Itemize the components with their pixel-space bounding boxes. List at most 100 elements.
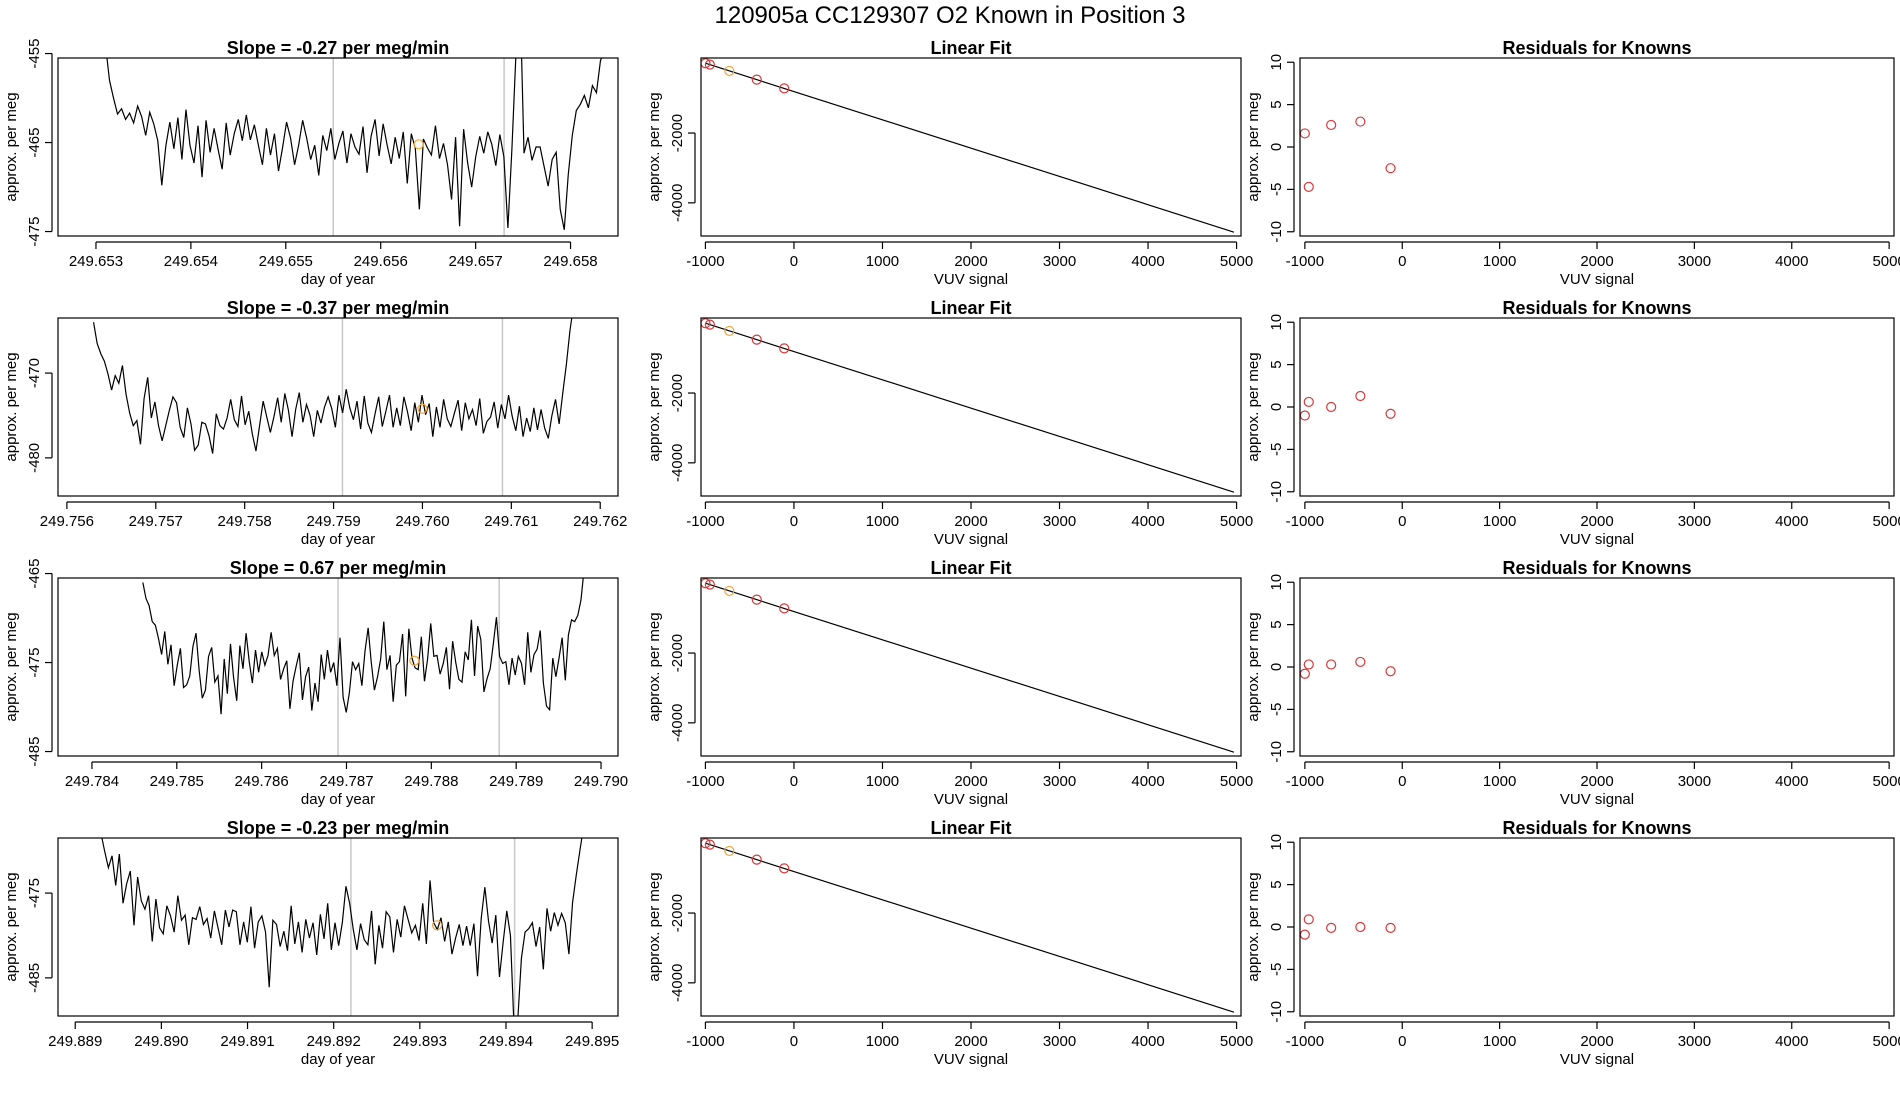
- x-tick-label: 249.890: [134, 1033, 188, 1050]
- y-axis-label: approx. per meg: [1245, 612, 1262, 721]
- x-tick-label: 5000: [1872, 253, 1900, 270]
- x-tick-label: 1000: [1483, 253, 1516, 270]
- x-tick-label: 2000: [1580, 773, 1613, 790]
- x-tick-label: 249.892: [307, 1033, 361, 1050]
- plot-data: [92, 318, 573, 454]
- panel-row2-fit: Linear Fit -1000 0 1000 2000 3000 4000 5000 VUV …: [646, 298, 1253, 548]
- x-tick-label: 3000: [1043, 253, 1076, 270]
- data-point: [1303, 914, 1314, 925]
- data-point: [724, 585, 735, 597]
- panel-row3-fit: Linear Fit -1000 0 1000 2000 3000 4000 5000 VUV …: [646, 558, 1253, 808]
- plot-data: [701, 318, 1235, 493]
- data-point: [701, 838, 711, 849]
- y-tick-label: 0: [1268, 663, 1285, 671]
- data-point: [779, 603, 790, 614]
- y-tick-label: 0: [1268, 403, 1285, 411]
- x-tick-label: 249.762: [573, 513, 627, 530]
- x-tick-label: 3000: [1043, 513, 1076, 530]
- x-tick-label: 249.655: [259, 253, 313, 270]
- plot-frame: [1299, 317, 1895, 497]
- x-tick-label: -1000: [1286, 253, 1324, 270]
- x-tick-label: 3000: [1678, 1033, 1711, 1050]
- y-tick-label: -480: [26, 443, 43, 473]
- x-tick-label: 0: [790, 773, 798, 790]
- y-tick-label: -485: [26, 737, 43, 767]
- y-tick-label: 5: [1268, 880, 1285, 888]
- plot-data: [1300, 914, 1396, 940]
- x-tick-label: 249.894: [479, 1033, 533, 1050]
- x-tick-label: 3000: [1678, 513, 1711, 530]
- panel-row1-fit: Linear Fit -1000 0 1000 2000 3000 4000 5000 VUV …: [646, 38, 1253, 288]
- plot-data: [1300, 656, 1396, 679]
- y-tick-label: 5: [1268, 620, 1285, 628]
- x-tick-label: 4000: [1775, 1033, 1808, 1050]
- y-tick-label: 10: [1268, 834, 1285, 851]
- panel-row4-slope: Slope = -0.23 per meg/min 249.889 249.890 2…: [3, 818, 619, 1068]
- x-axis-label: day of year: [301, 791, 375, 808]
- x-tick-label: 0: [790, 513, 798, 530]
- plot-frame: [57, 837, 619, 1017]
- x-tick-label: 249.789: [489, 773, 543, 790]
- x-tick-label: 0: [1398, 513, 1406, 530]
- y-tick-label: 5: [1268, 360, 1285, 368]
- data-point: [1300, 929, 1310, 940]
- x-tick-label: 249.785: [150, 773, 204, 790]
- data-point: [751, 74, 762, 85]
- x-tick-label: 0: [1398, 253, 1406, 270]
- plot-data: [142, 578, 584, 715]
- x-tick-label: 249.787: [319, 773, 373, 790]
- x-tick-label: 2000: [954, 513, 987, 530]
- x-tick-label: 249.761: [484, 513, 538, 530]
- x-tick-label: 4000: [1131, 513, 1164, 530]
- data-point: [701, 58, 711, 69]
- y-tick-label: -4000: [669, 184, 686, 222]
- x-tick-label: 4000: [1131, 253, 1164, 270]
- x-tick-label: 5000: [1872, 513, 1900, 530]
- panel-row3-residuals: Residuals for Knowns -1000 0 1000 2000 3000 40…: [1245, 558, 1900, 808]
- x-tick-label: 5000: [1872, 1033, 1900, 1050]
- plot-data: [701, 58, 1235, 233]
- x-tick-label: 249.784: [65, 773, 119, 790]
- y-tick-label: -4000: [669, 704, 686, 742]
- x-tick-label: 249.758: [218, 513, 272, 530]
- plot-frame: [1299, 837, 1895, 1017]
- plot-frame: [1299, 57, 1895, 237]
- highlight-point: [413, 139, 424, 150]
- plot-frame: [57, 317, 619, 497]
- x-tick-label: 5000: [1220, 1033, 1253, 1050]
- series-line: [101, 838, 583, 1016]
- x-tick-label: -1000: [686, 253, 724, 270]
- y-tick-label: -10: [1268, 741, 1285, 763]
- y-tick-label: 10: [1268, 314, 1285, 331]
- x-tick-label: 249.895: [565, 1033, 619, 1050]
- x-tick-label: 2000: [954, 773, 987, 790]
- x-tick-label: 1000: [866, 513, 899, 530]
- x-tick-label: -1000: [686, 513, 724, 530]
- x-axis-label: day of year: [301, 1051, 375, 1068]
- page-title: 120905a CC129307 O2 Known in Position 3: [714, 2, 1186, 29]
- panel-row4-fit: Linear Fit -1000 0 1000 2000 3000 4000 5000 VUV …: [646, 818, 1253, 1068]
- x-tick-label: 2000: [1580, 513, 1613, 530]
- plot-frame: [57, 57, 619, 237]
- x-tick-label: 1000: [866, 1033, 899, 1050]
- data-point: [1355, 116, 1366, 127]
- y-axis-label: approx. per meg: [1245, 352, 1262, 461]
- x-tick-label: 3000: [1678, 253, 1711, 270]
- data-point: [1326, 119, 1337, 131]
- plot-data: [1300, 116, 1396, 192]
- panel-title: Residuals for Knowns: [1502, 38, 1691, 58]
- plot-frame: [57, 577, 619, 757]
- fit-line: [705, 582, 1235, 753]
- data-point: [1385, 666, 1396, 677]
- x-axis-label: VUV signal: [934, 271, 1008, 288]
- panel-row2-slope: Slope = -0.37 per meg/min 249.756 249.757 2…: [3, 298, 627, 548]
- panel-title: Linear Fit: [930, 298, 1011, 318]
- y-tick-label: -5: [1268, 183, 1285, 196]
- series-line: [106, 58, 603, 230]
- y-axis-label: approx. per meg: [3, 872, 20, 981]
- highlight-point: [417, 403, 428, 414]
- plot-frame: [1299, 577, 1895, 757]
- x-axis-label: VUV signal: [934, 1051, 1008, 1068]
- x-tick-label: 249.891: [220, 1033, 274, 1050]
